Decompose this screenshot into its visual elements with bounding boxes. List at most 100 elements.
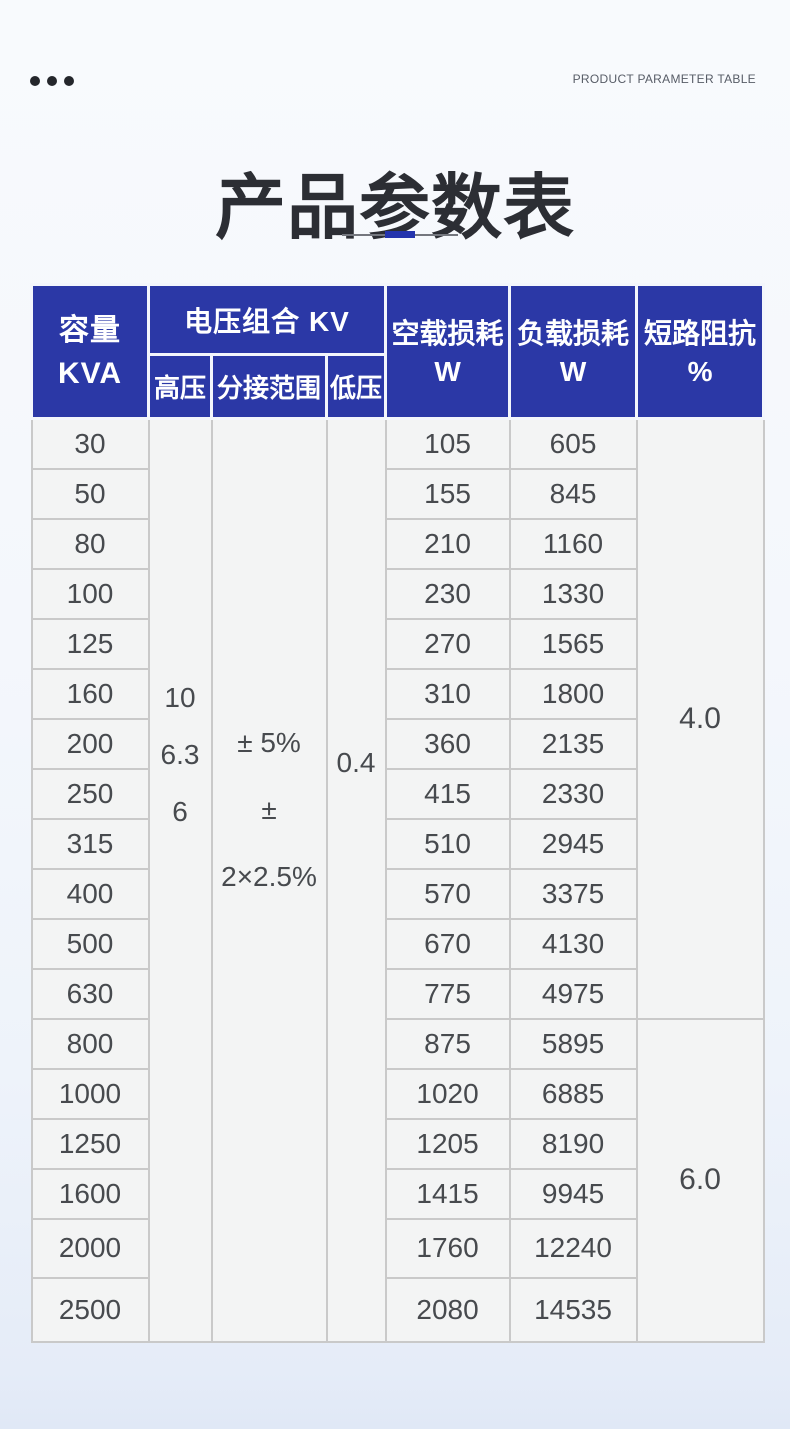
col-header-tap-range: 分接范围 [210,353,328,420]
capacity-cell: 1000 [30,1067,150,1120]
no-load-loss-cell: 670 [384,917,511,970]
load-loss-cell: 605 [508,417,638,470]
low-voltage-values: 0.4 [328,738,385,788]
capacity-cell: 630 [30,967,150,1020]
load-loss-cell: 9945 [508,1167,638,1220]
high-voltage-value: 10 [164,682,196,713]
high-voltage-values: 10 6.3 6 [150,669,211,840]
load-loss-cell: 3375 [508,867,638,920]
tap-range-value: ± 2×2.5% [221,794,317,892]
load-loss-cell: 4130 [508,917,638,970]
load-loss-cell: 14535 [508,1276,638,1343]
no-load-loss-cell: 155 [384,467,511,520]
col-header-high-voltage: 高压 [147,353,213,420]
load-loss-cell: 1800 [508,667,638,720]
no-load-loss-cell: 1760 [384,1217,511,1279]
load-loss-cell: 2135 [508,717,638,770]
load-loss-cell: 1160 [508,517,638,570]
dot-icon [30,76,40,86]
table-body: 30 10 6.3 6 ± 5% ± 2×2.5% 0.4 105 605 4.0 50 155 845… [30,417,765,1343]
no-load-loss-cell: 270 [384,617,511,670]
ellipsis-icon [30,76,74,86]
table-row: 200 360 2135 [30,717,764,770]
table-row: 630 775 4975 [30,967,764,1020]
load-loss-cell: 8190 [508,1117,638,1170]
col-header-voltage-group: 电压组合 KV [146,283,388,356]
eyebrow-text: PRODUCT PARAMETER TABLE [572,72,756,86]
no-load-loss-cell: 360 [384,717,511,770]
no-load-loss-cell: 875 [384,1017,511,1070]
capacity-cell: 30 [30,417,150,470]
capacity-cell: 2000 [30,1217,150,1279]
table-row: 2000 1760 12240 [30,1217,764,1279]
capacity-cell: 315 [30,817,150,870]
capacity-cell: 200 [30,717,150,770]
col-header-no-load-loss-label: 空载损耗 [391,317,504,349]
capacity-cell: 50 [30,467,150,520]
table-row: 2500 2080 14535 [30,1276,764,1343]
table-header: 容量 KVA 电压组合 KV 空载损耗 W 负载损耗 W 短路阻抗 % 高 [30,283,766,420]
capacity-cell: 80 [30,517,150,570]
tap-range-value: ± 5% [237,727,301,758]
load-loss-cell: 1565 [508,617,638,670]
no-load-loss-cell: 1415 [384,1167,511,1220]
table-row: 80 210 1160 [30,517,764,570]
capacity-cell: 800 [30,1017,150,1070]
tap-range-merged-cell: ± 5% ± 2×2.5% [210,417,328,1343]
col-header-capacity-label: 容量 [59,313,121,347]
load-loss-cell: 4975 [508,967,638,1020]
table-row: 30 10 6.3 6 ± 5% ± 2×2.5% 0.4 105 605 4.0 [30,417,765,1343]
table-row: 1000 1020 6885 [30,1067,764,1120]
col-header-impedance-unit: % [687,355,713,387]
low-voltage-merged-cell: 0.4 [325,417,387,1343]
table-row: 400 570 3375 [30,867,764,920]
load-loss-cell: 845 [508,467,638,520]
col-header-capacity: 容量 KVA [30,283,150,420]
no-load-loss-cell: 310 [384,667,511,720]
table-row: 50 155 845 [30,467,764,520]
load-loss-cell: 5895 [508,1017,638,1070]
no-load-loss-cell: 210 [384,517,511,570]
table-row: 250 415 2330 [30,767,764,820]
col-header-no-load-loss-unit: W [434,355,461,387]
col-header-low-voltage: 低压 [324,353,388,420]
no-load-loss-cell: 775 [384,967,511,1020]
capacity-cell: 160 [30,667,150,720]
no-load-loss-cell: 105 [384,417,511,470]
table-row: 100 230 1330 [30,567,764,620]
col-header-no-load-loss: 空载损耗 W [384,283,512,420]
impedance-merged-cell: 6.0 [635,1017,765,1343]
high-voltage-value: 6 [172,796,188,827]
load-loss-cell: 2945 [508,817,638,870]
parameter-table-container: 容量 KVA 电压组合 KV 空载损耗 W 负载损耗 W 短路阻抗 % 高 [30,283,766,1343]
capacity-cell: 2500 [30,1276,150,1343]
no-load-loss-cell: 2080 [384,1276,511,1343]
capacity-cell: 125 [30,617,150,670]
capacity-cell: 250 [30,767,150,820]
no-load-loss-cell: 415 [384,767,511,820]
load-loss-cell: 1330 [508,567,638,620]
no-load-loss-cell: 570 [384,867,511,920]
col-header-capacity-unit: KVA [57,356,123,390]
title-divider [342,230,458,240]
product-parameter-table: 容量 KVA 电压组合 KV 空载损耗 W 负载损耗 W 短路阻抗 % 高 [30,283,766,1343]
col-header-load-loss-unit: W [559,355,587,387]
high-voltage-value: 6.3 [160,739,200,770]
load-loss-cell: 6885 [508,1067,638,1120]
capacity-cell: 500 [30,917,150,970]
col-header-impedance: 短路阻抗 % [635,283,766,420]
capacity-cell: 1600 [30,1167,150,1220]
high-voltage-merged-cell: 10 6.3 6 [147,417,213,1343]
dot-icon [47,76,57,86]
capacity-cell: 400 [30,867,150,920]
table-row: 500 670 4130 [30,917,764,970]
col-header-load-loss: 负载损耗 W [508,283,639,420]
table-row: 800 875 5895 6.0 [30,1017,765,1343]
no-load-loss-cell: 1020 [384,1067,511,1120]
load-loss-cell: 12240 [508,1217,638,1279]
impedance-merged-cell: 4.0 [635,417,765,1020]
table-row: 1250 1205 8190 [30,1117,764,1170]
col-header-load-loss-label: 负载损耗 [517,317,630,349]
low-voltage-value: 0.4 [336,747,376,778]
capacity-cell: 100 [30,567,150,620]
